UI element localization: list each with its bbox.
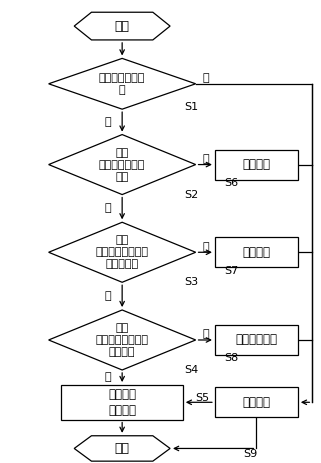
Polygon shape xyxy=(49,58,196,109)
Text: 请求删除: 请求删除 xyxy=(242,396,270,409)
Text: S9: S9 xyxy=(243,449,257,459)
Text: 否: 否 xyxy=(104,373,111,382)
Text: 否: 否 xyxy=(104,291,111,301)
Text: 否: 否 xyxy=(202,73,209,83)
Text: 是: 是 xyxy=(202,330,209,339)
Text: 否: 否 xyxy=(104,203,111,213)
Text: S2: S2 xyxy=(185,189,199,200)
Text: 当前
公交相位前一相位
是否为绿灯: 当前 公交相位前一相位 是否为绿灯 xyxy=(96,235,149,269)
Polygon shape xyxy=(49,310,196,370)
Text: 晚断模块: 晚断模块 xyxy=(242,158,270,171)
Text: 是: 是 xyxy=(104,117,111,127)
Text: 开始: 开始 xyxy=(115,442,130,455)
Polygon shape xyxy=(49,222,196,282)
Bar xyxy=(215,237,298,267)
Text: 请求保存
配时不变: 请求保存 配时不变 xyxy=(108,388,136,417)
Polygon shape xyxy=(74,12,170,40)
Polygon shape xyxy=(74,436,170,461)
Bar xyxy=(215,325,298,355)
Text: 是: 是 xyxy=(202,242,209,252)
Text: S6: S6 xyxy=(224,178,239,188)
Text: 相位插入模块: 相位插入模块 xyxy=(235,333,277,346)
Text: S4: S4 xyxy=(185,365,199,375)
Bar xyxy=(215,387,298,417)
Bar xyxy=(61,385,183,419)
Polygon shape xyxy=(49,135,196,194)
Text: S5: S5 xyxy=(195,393,209,403)
Bar xyxy=(215,150,298,180)
Text: S3: S3 xyxy=(185,277,199,287)
Text: 早启模块: 早启模块 xyxy=(242,246,270,259)
Text: S7: S7 xyxy=(224,266,239,276)
Text: S8: S8 xyxy=(224,353,239,363)
Text: 触发公交优先申
请: 触发公交优先申 请 xyxy=(99,73,145,95)
Text: 当前
相位屏障处相位是
否为绿灯: 当前 相位屏障处相位是 否为绿灯 xyxy=(96,323,149,357)
Text: 是: 是 xyxy=(202,154,209,164)
Text: 开始: 开始 xyxy=(115,19,130,32)
Text: S1: S1 xyxy=(185,102,199,112)
Text: 当前
公交相位是否为
绿灯: 当前 公交相位是否为 绿灯 xyxy=(99,148,145,181)
